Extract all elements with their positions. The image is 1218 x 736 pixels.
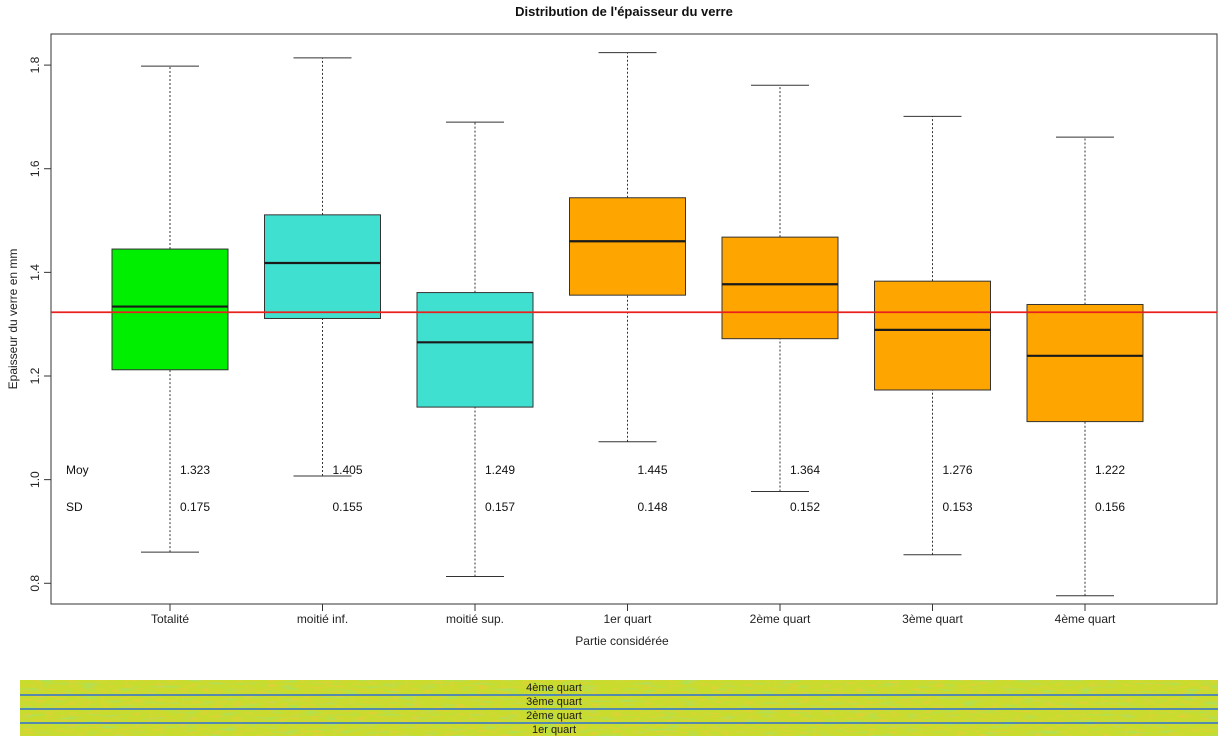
box-iqr — [721, 236, 839, 340]
sd-value: 0.175 — [180, 500, 210, 514]
box-iqr — [264, 214, 381, 319]
y-tick-label: 1.6 — [28, 160, 42, 177]
band-label: 4ème quart — [526, 682, 582, 694]
x-tick-label: moitié sup. — [446, 612, 504, 626]
x-axis-label: Partie considérée — [575, 634, 669, 648]
boxplot-3 — [569, 52, 686, 443]
band-label: 2ème quart — [526, 710, 582, 722]
sd-value: 0.156 — [1095, 500, 1125, 514]
mean-value: 1.364 — [790, 463, 820, 477]
boxplot-5 — [874, 115, 991, 556]
mean-value: 1.445 — [637, 463, 667, 477]
mean-row-label: Moy — [66, 463, 89, 477]
glass-thickness-map: 4ème quart 3ème quart 2ème quart 1er quart — [20, 680, 1218, 736]
sd-value: 0.148 — [637, 500, 667, 514]
boxplots — [51, 52, 1217, 597]
box-iqr — [111, 248, 229, 371]
boxplot-1 — [264, 57, 381, 477]
box-iqr — [416, 292, 534, 408]
sd-row-label: SD — [66, 500, 83, 514]
x-tick-label: 2ème quart — [750, 612, 811, 626]
glass-map-bands: 4ème quart 3ème quart 2ème quart 1er quart — [20, 682, 1218, 736]
x-tick-label: Totalité — [151, 612, 189, 626]
box-iqr — [1026, 303, 1144, 423]
sd-value: 0.155 — [332, 500, 362, 514]
stats-table: Moy SD 1.323 0.175 1.405 0.155 1.249 0.157 1.445… — [66, 463, 1125, 514]
band-label: 3ème quart — [526, 696, 582, 708]
boxplot-2 — [416, 121, 534, 578]
y-axis: 0.8 1.0 1.2 1.4 1.6 1.8 — [28, 56, 52, 592]
y-tick-label: 1.8 — [28, 56, 42, 73]
sd-value: 0.152 — [790, 500, 820, 514]
x-tick-label: moitié inf. — [297, 612, 348, 626]
y-tick-label: 0.8 — [28, 575, 42, 592]
boxplot-0 — [111, 65, 229, 553]
x-tick-label: 1er quart — [603, 612, 652, 626]
band-label: 1er quart — [532, 724, 576, 736]
glass-map-green-mottle — [20, 680, 1218, 736]
mean-value: 1.405 — [332, 463, 362, 477]
y-tick-label: 1.4 — [28, 264, 42, 281]
mean-value: 1.249 — [485, 463, 515, 477]
box-iqr — [569, 197, 686, 296]
x-tick-label: 3ème quart — [902, 612, 963, 626]
y-axis-label: Epaisseur du verre en mm — [6, 249, 20, 390]
mean-value: 1.323 — [180, 463, 210, 477]
y-tick-label: 1.0 — [28, 471, 42, 488]
sd-value: 0.153 — [942, 500, 972, 514]
boxplot-6 — [1026, 136, 1144, 597]
boxplot-4 — [721, 84, 839, 493]
sd-value: 0.157 — [485, 500, 515, 514]
y-tick-label: 1.2 — [28, 367, 42, 384]
chart-title: Distribution de l'épaisseur du verre — [515, 4, 733, 19]
mean-value: 1.276 — [942, 463, 972, 477]
mean-value: 1.222 — [1095, 463, 1125, 477]
x-axis: Totalité moitié inf. moitié sup. 1er quart 2… — [151, 603, 1116, 626]
box-iqr — [874, 280, 991, 391]
x-tick-label: 4ème quart — [1055, 612, 1116, 626]
